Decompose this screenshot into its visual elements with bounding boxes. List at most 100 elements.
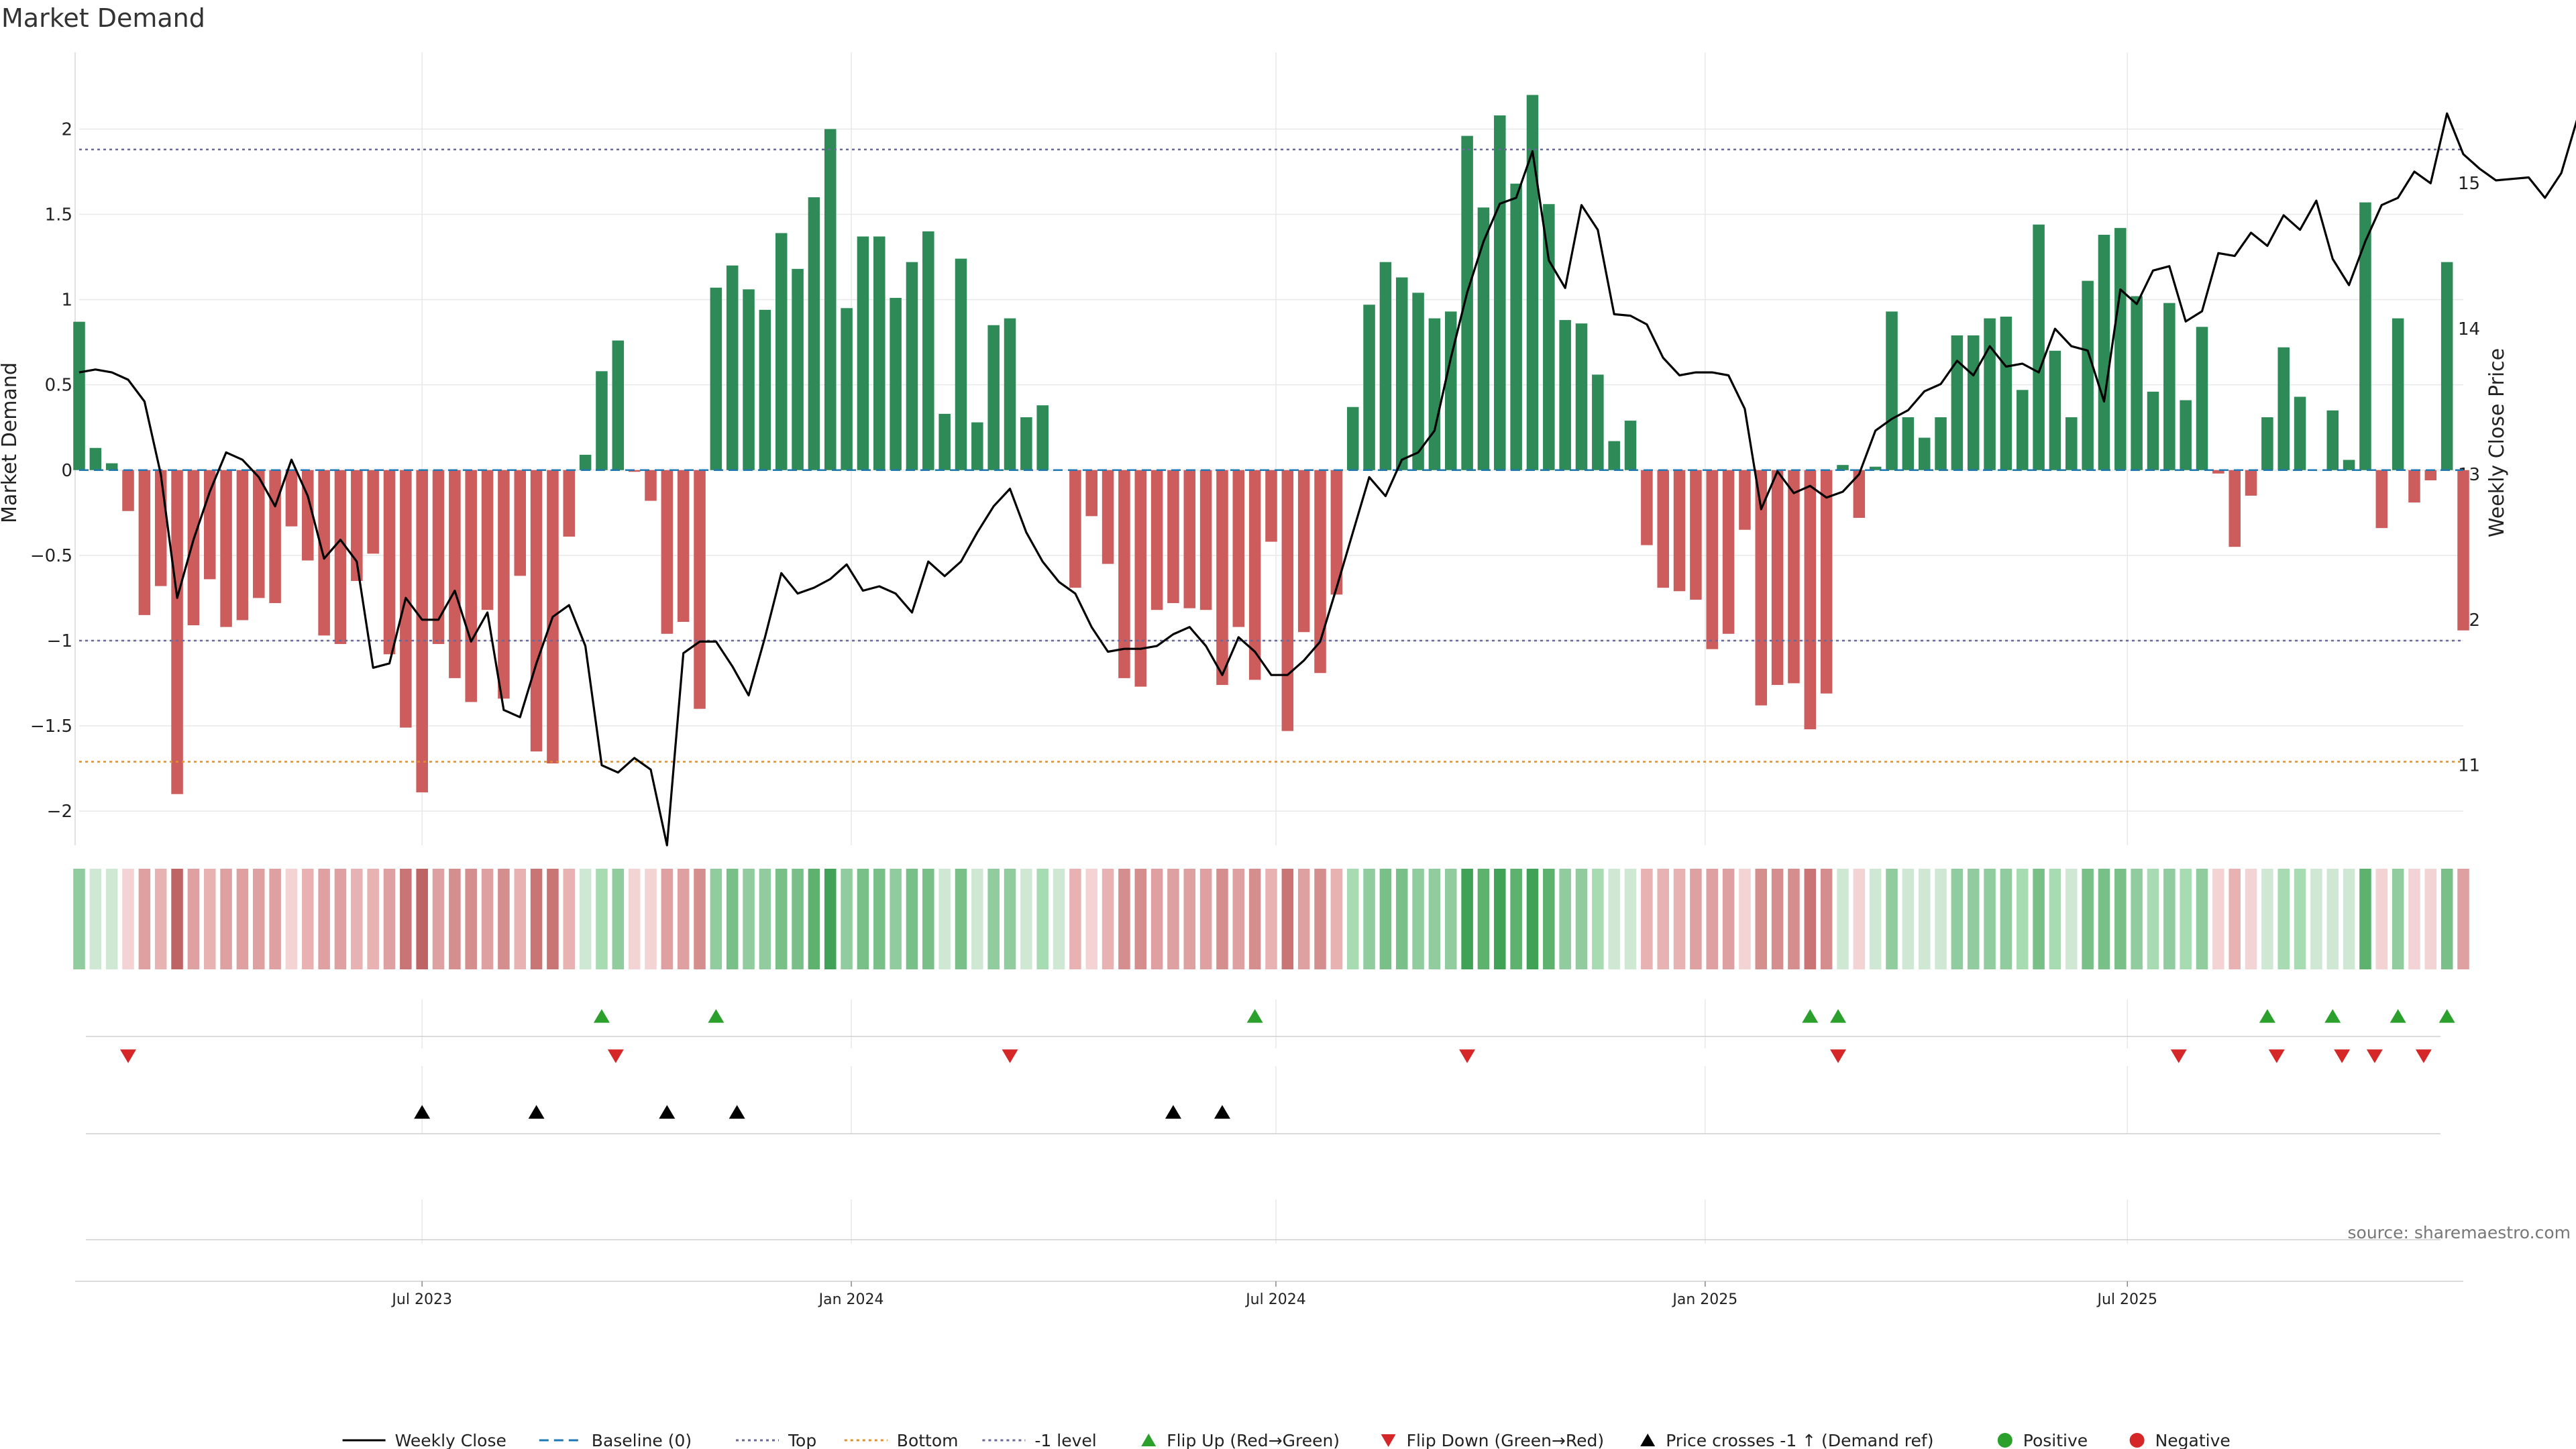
- demand-bar: [334, 470, 347, 645]
- demand-bar: [987, 325, 1000, 470]
- legend-marker-swatch: [1141, 1434, 1157, 1446]
- heat-cell: [2147, 869, 2159, 969]
- price-cross-marker: [1214, 1105, 1230, 1119]
- legend-dot-swatch: [1997, 1433, 2012, 1448]
- heat-cell: [2098, 869, 2110, 969]
- heat-cell: [1461, 869, 1473, 969]
- demand-bar: [890, 298, 902, 470]
- heat-cell: [971, 869, 983, 969]
- heat-cell: [1232, 869, 1245, 969]
- demand-bar: [1592, 374, 1604, 470]
- heat-cell: [203, 869, 216, 969]
- heat-cell: [187, 869, 200, 969]
- demand-bar: [808, 197, 820, 470]
- demand-bar: [2000, 317, 2012, 470]
- date-axis: Jul 2023 Jan 2024 Jul 2024 Jan 2025 Jul 2025: [390, 1281, 2157, 1308]
- demand-bar: [612, 340, 625, 470]
- heat-cell: [1265, 869, 1277, 969]
- demand-bar: [1494, 115, 1506, 470]
- heat-cell: [1297, 869, 1310, 969]
- heat-cell: [1363, 869, 1375, 969]
- heat-cell: [628, 869, 641, 969]
- demand-bar: [1837, 465, 1849, 470]
- y-tick-label: −0.5: [30, 546, 72, 566]
- flip-down-marker: [2268, 1049, 2285, 1063]
- heat-cell: [1199, 869, 1212, 969]
- heat-cell: [1918, 869, 1931, 969]
- demand-bar: [1216, 470, 1228, 686]
- heat-cell: [2229, 869, 2241, 969]
- demand-bar: [661, 470, 674, 634]
- heat-cell: [2457, 869, 2469, 969]
- heat-cell: [400, 869, 412, 969]
- legend-item: Top: [736, 1431, 816, 1449]
- demand-bar: [1869, 466, 1882, 470]
- heat-cell: [612, 869, 625, 969]
- heat-cell: [2375, 869, 2388, 969]
- heat-cell: [857, 869, 869, 969]
- y-tick-label: 2: [61, 119, 72, 140]
- demand-bar: [154, 470, 167, 586]
- heat-cell: [253, 869, 265, 969]
- heat-cell: [2114, 869, 2127, 969]
- heat-cell: [873, 869, 885, 969]
- heat-cell: [367, 869, 379, 969]
- demand-bar: [236, 470, 249, 621]
- heat-cell: [334, 869, 347, 969]
- heat-cell: [547, 869, 559, 969]
- legend-label: -1 level: [1034, 1431, 1096, 1449]
- heat-cell: [955, 869, 967, 969]
- demand-bar: [1020, 417, 1032, 470]
- demand-bar: [498, 470, 510, 699]
- heat-cell: [726, 869, 739, 969]
- heat-cell: [1314, 869, 1326, 969]
- heat-cell: [122, 869, 134, 969]
- heat-cell: [2196, 869, 2208, 969]
- demand-bar: [1412, 292, 1424, 470]
- demand-bar: [105, 463, 118, 470]
- heat-cell: [1036, 869, 1049, 969]
- demand-bar: [1641, 470, 1653, 545]
- heat-cell: [432, 869, 445, 969]
- flip-down-marker: [120, 1049, 137, 1063]
- demand-bar: [1739, 470, 1751, 530]
- heat-cell: [1608, 869, 1620, 969]
- heat-cell: [922, 869, 934, 969]
- demand-bar: [302, 470, 314, 561]
- heat-cell: [1984, 869, 1996, 969]
- demand-bar: [1477, 207, 1490, 470]
- demand-bar: [1967, 335, 1980, 470]
- flip-up-marker: [2324, 1009, 2341, 1023]
- demand-bar: [1608, 441, 1620, 470]
- demand-bar: [906, 262, 918, 470]
- heat-cell: [2424, 869, 2437, 969]
- heat-cell: [1216, 869, 1228, 969]
- demand-bar: [1004, 318, 1016, 470]
- demand-bar: [351, 470, 363, 581]
- demand-bar: [2457, 470, 2469, 631]
- y2-tick-label: 11: [2458, 756, 2480, 776]
- heat-cell: [2065, 869, 2078, 969]
- legend-label: Weekly Close: [395, 1431, 506, 1449]
- heat-cell: [1902, 869, 1915, 969]
- heat-cell: [171, 869, 183, 969]
- demand-bar: [2375, 470, 2388, 529]
- demand-bar: [873, 236, 885, 470]
- demand-bar: [220, 470, 232, 627]
- heat-cell: [1379, 869, 1392, 969]
- heat-cell: [383, 869, 396, 969]
- price-cross-marker: [659, 1105, 676, 1119]
- heat-cell: [236, 869, 249, 969]
- heat-cell: [449, 869, 461, 969]
- demand-bar: [481, 470, 494, 610]
- heat-cell: [775, 869, 788, 969]
- price-cross-marker: [1165, 1105, 1181, 1119]
- demand-bar: [1183, 470, 1196, 608]
- flip-down-marker: [2170, 1049, 2187, 1063]
- heat-cell: [1134, 869, 1147, 969]
- flip-down-marker: [2334, 1049, 2351, 1063]
- heat-cell: [2408, 869, 2420, 969]
- demand-bar: [1085, 470, 1097, 517]
- demand-bar: [2049, 350, 2061, 470]
- demand-bar: [318, 470, 330, 636]
